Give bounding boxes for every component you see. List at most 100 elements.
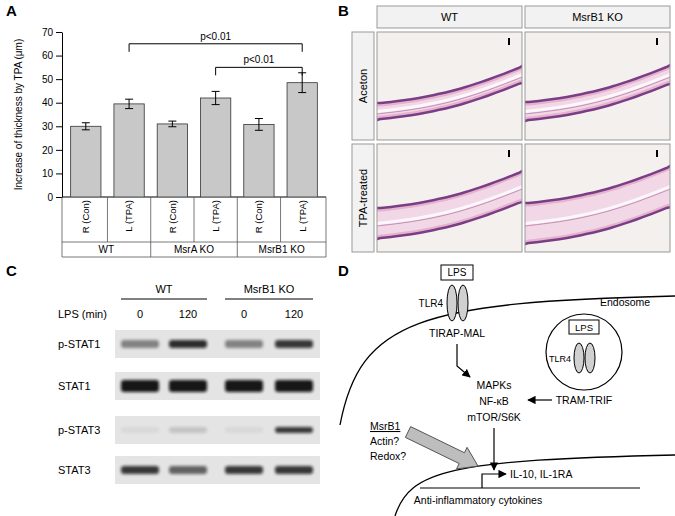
header-box [525, 6, 670, 28]
category-label: L (TPA) [210, 200, 221, 232]
group-label: WT [99, 244, 115, 255]
tick: 10 [42, 168, 62, 179]
band [121, 340, 159, 348]
scale-bar [508, 38, 510, 45]
tick-mark [56, 173, 62, 174]
table-line [62, 257, 326, 258]
gene [420, 487, 640, 488]
row-label: LPS (min) [58, 308, 107, 320]
band [169, 466, 207, 474]
header-box [352, 32, 374, 140]
tick-mark [56, 56, 62, 57]
group-label: MsrA KO [174, 244, 214, 255]
micrograph-frame [525, 144, 670, 252]
dermis [377, 68, 522, 116]
table-line [150, 197, 151, 257]
diagram-label: MsrB1 [370, 420, 400, 432]
blot-strip [115, 330, 320, 358]
category-label: R (Con) [167, 200, 178, 233]
table-line [194, 197, 195, 242]
tick: 40 [42, 97, 62, 108]
arrow [528, 399, 552, 400]
plot-area [71, 73, 318, 197]
bar [287, 83, 317, 197]
promoter [482, 474, 506, 488]
bar [157, 124, 187, 197]
panel-a: 010203040506070Increase of thickness by … [13, 27, 326, 257]
blot-strip [115, 372, 320, 400]
tick: 70 [42, 27, 62, 38]
tick-label: 10 [42, 168, 54, 179]
table-line [62, 242, 326, 243]
diagram-label: MAPKs [476, 379, 511, 391]
tick-label: 20 [42, 145, 54, 156]
tick-label: 70 [42, 27, 54, 38]
arrow [457, 344, 470, 377]
bar [244, 124, 274, 197]
micrograph-frame [377, 144, 522, 252]
band [169, 427, 207, 433]
micrograph-frame [377, 32, 522, 140]
diagram-label: NF-κB [479, 395, 509, 407]
nuclear-membrane [395, 455, 675, 516]
tick-mark [56, 197, 62, 198]
error-bar [298, 73, 306, 93]
row-header: Aceton [357, 69, 369, 103]
band [225, 466, 263, 474]
error-bar [168, 121, 176, 127]
receptor [574, 343, 584, 373]
tick-mark [56, 103, 62, 104]
scale-bar [508, 150, 510, 157]
annotation: p<0.01 [200, 31, 231, 42]
arrow [493, 428, 494, 470]
table-line [107, 197, 108, 242]
tick-label: 30 [42, 121, 54, 132]
receptor [458, 285, 468, 321]
row-label: p-STAT3 [58, 424, 100, 436]
panel-b: WTMsrB1 KOAcetonTPA-treated [352, 6, 675, 252]
cartilage [377, 185, 522, 224]
dermis [525, 67, 670, 117]
tick-mark [56, 126, 62, 127]
scale-bar [656, 38, 658, 45]
panel-c: WTMsrB1 KOLPS (min)01200120p-STAT1STAT1p… [58, 283, 320, 484]
diagram-label: Anti-inflammatory cytokines [414, 494, 542, 506]
receptor [585, 343, 595, 373]
band [169, 340, 207, 348]
endosome [546, 314, 622, 390]
tick: 60 [42, 50, 62, 61]
regulation-arrow [405, 427, 478, 469]
category-label: L (TPA) [123, 200, 134, 232]
diagram-label: TRAM-TRIF [556, 394, 613, 406]
blot-strip [115, 416, 320, 444]
band [275, 380, 313, 392]
diagram-label: LPS [448, 267, 467, 278]
micrograph [525, 32, 670, 140]
band [225, 340, 263, 348]
tick: 20 [42, 145, 62, 156]
row-label: STAT1 [58, 380, 91, 392]
tick-label: 60 [42, 50, 54, 61]
group-label: MsrB1 KO [259, 244, 305, 255]
lane-label: 0 [137, 308, 143, 320]
row-header: TPA-treated [357, 169, 369, 228]
micrograph [377, 32, 522, 140]
cartilage [377, 73, 522, 112]
lane-label: 120 [179, 308, 197, 320]
lane-group-line [121, 299, 207, 300]
panel-label: A [6, 2, 17, 19]
annotation: p<0.01 [243, 54, 274, 65]
band [225, 427, 263, 433]
panel-label: D [338, 262, 349, 279]
significance-bracket [129, 44, 302, 52]
cartilage-edge [525, 188, 670, 227]
diagram-label: TLR4 [419, 298, 444, 309]
cell-membrane [340, 296, 675, 425]
panel-label: C [6, 262, 17, 279]
row-label: STAT3 [58, 464, 91, 476]
bar [114, 104, 144, 197]
band [121, 380, 159, 392]
band [169, 380, 207, 392]
axis-line [62, 33, 63, 198]
tick-mark [56, 150, 62, 151]
